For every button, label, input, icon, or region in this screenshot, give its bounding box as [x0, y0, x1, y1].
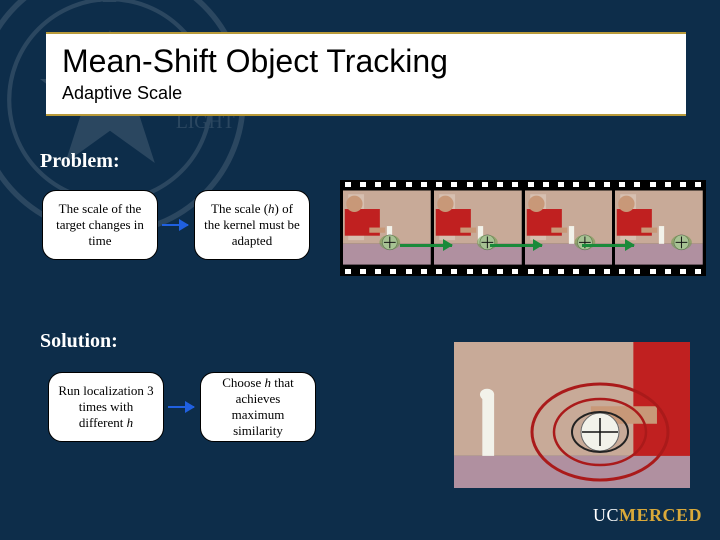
filmstrip-frame	[615, 188, 703, 267]
logo-merced: MERCED	[619, 505, 702, 525]
arrow-icon	[162, 224, 188, 226]
card-text: The scale of the target changes in time	[51, 201, 149, 250]
arrow-icon	[400, 244, 452, 247]
solution-label: Solution:	[40, 330, 118, 353]
filmstrip-frame	[525, 188, 613, 267]
filmstrip-frame	[343, 188, 431, 267]
solution-card-2: Choose h that achieves maximum similarit…	[200, 372, 316, 442]
arrow-icon	[168, 406, 194, 408]
filmstrip-frame	[434, 188, 522, 267]
card-text: The scale (h) of the kernel must be adap…	[203, 201, 301, 250]
logo-ucmerced: UCMERCED	[593, 505, 702, 526]
solution-card-1: Run localization 3 times with different …	[48, 372, 164, 442]
card-text: Run localization 3 times with different …	[57, 383, 155, 432]
filmstrip-holes-top	[340, 180, 706, 188]
problem-label: Problem:	[40, 150, 120, 173]
filmstrip-holes-bottom	[340, 268, 706, 276]
slide-subtitle: Adaptive Scale	[62, 83, 670, 104]
logo-uc: UC	[593, 505, 619, 525]
filmstrip	[340, 180, 706, 276]
arrow-icon	[582, 244, 634, 247]
svg-text:LET: LET	[87, 0, 133, 8]
target-image	[454, 342, 690, 488]
slide-title: Mean-Shift Object Tracking	[62, 44, 670, 79]
filmstrip-frames	[340, 188, 706, 267]
title-block: Mean-Shift Object Tracking Adaptive Scal…	[46, 32, 686, 116]
problem-card-2: The scale (h) of the kernel must be adap…	[194, 190, 310, 260]
arrow-icon	[490, 244, 542, 247]
card-text: Choose h that achieves maximum similarit…	[209, 375, 307, 440]
problem-card-1: The scale of the target changes in time	[42, 190, 158, 260]
